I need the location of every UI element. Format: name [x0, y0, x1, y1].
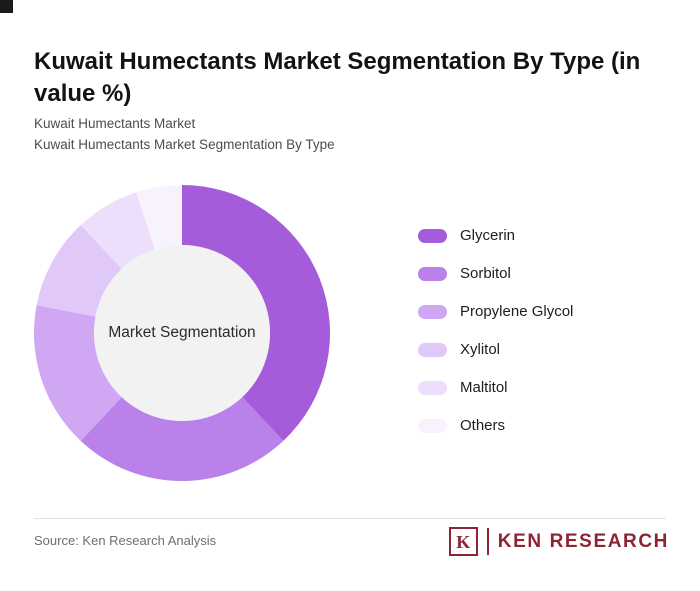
legend-label: Others [460, 417, 506, 434]
ken-research-wordmark: KEN RESEARCH [497, 530, 669, 552]
ken-research-logo: K KEN RESEARCH [448, 527, 669, 556]
donut-segment-sorbitol [80, 397, 284, 481]
donut-segment-xylitol [36, 225, 122, 317]
legend-label: Sorbitol [460, 265, 511, 282]
legend-swatch [418, 228, 447, 243]
source-note: Source: Ken Research Analysis [34, 533, 217, 548]
legend-label: Maltitol [460, 379, 508, 396]
legend-item-xylitol: Xylitol [418, 341, 573, 358]
legend-swatch [418, 342, 447, 357]
legend-swatch [418, 304, 447, 319]
donut-center-label: Market Segmentation [108, 324, 256, 341]
donut-segment-others [136, 185, 182, 250]
legend-label: Propylene Glycol [460, 303, 574, 320]
donut-segment-propylene-glycol [34, 305, 122, 441]
legend-label: Glycerin [460, 227, 516, 244]
legend-item-maltitol: Maltitol [418, 379, 573, 396]
window-corner-mark [0, 0, 13, 13]
donut-chart-area: Market Segmentation [34, 185, 330, 481]
chart-subtitle-segmentation: Kuwait Humectants Market Segmentation By… [34, 137, 335, 152]
legend-item-propylene-glycol: Propylene Glycol [418, 303, 573, 320]
donut-chart [34, 185, 330, 481]
legend-item-glycerin: Glycerin [418, 227, 573, 244]
chart-subtitle-market: Kuwait Humectants Market [34, 116, 196, 131]
legend: Glycerin Sorbitol Propylene Glycol Xylitol M… [418, 227, 573, 434]
donut-segment-maltitol [80, 192, 155, 269]
footer-divider [34, 518, 666, 519]
legend-item-others: Others [418, 417, 573, 434]
legend-swatch [418, 380, 447, 395]
page-title: Kuwait Humectants Market Segmentation By… [34, 48, 641, 108]
donut-segment-glycerin [182, 185, 330, 441]
legend-label: Xylitol [460, 341, 501, 358]
donut-center-circle [94, 245, 270, 421]
ken-research-k-icon: K [448, 527, 478, 556]
legend-swatch [418, 266, 447, 281]
legend-swatch [418, 418, 447, 433]
legend-item-sorbitol: Sorbitol [418, 265, 573, 282]
logo-separator [486, 528, 489, 555]
